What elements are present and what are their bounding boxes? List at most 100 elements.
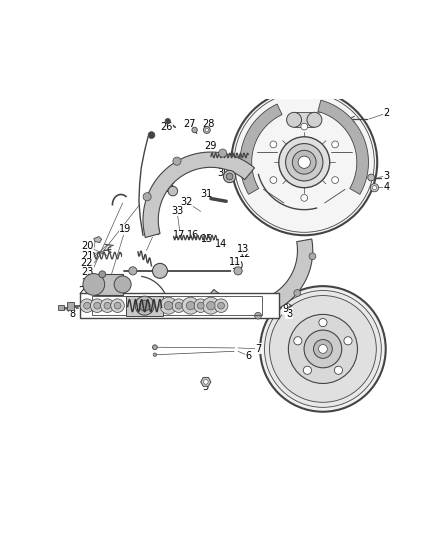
Text: 12: 12	[163, 184, 176, 195]
Circle shape	[309, 253, 316, 260]
Circle shape	[192, 127, 197, 133]
Circle shape	[301, 123, 307, 130]
Circle shape	[372, 185, 377, 190]
Circle shape	[223, 171, 236, 183]
Text: 8: 8	[286, 309, 292, 319]
Circle shape	[83, 273, 105, 295]
Circle shape	[265, 290, 381, 407]
Circle shape	[318, 344, 327, 353]
Circle shape	[371, 184, 378, 192]
Circle shape	[114, 276, 131, 293]
Circle shape	[269, 296, 376, 402]
Circle shape	[294, 289, 300, 296]
Circle shape	[202, 297, 219, 314]
Circle shape	[304, 366, 311, 374]
Polygon shape	[201, 377, 211, 386]
Circle shape	[139, 300, 150, 311]
Text: 32: 32	[180, 197, 193, 207]
Circle shape	[168, 187, 178, 196]
Text: 29: 29	[205, 141, 217, 151]
Polygon shape	[94, 237, 102, 243]
Circle shape	[301, 195, 307, 201]
Circle shape	[294, 337, 302, 345]
Circle shape	[254, 312, 261, 319]
Circle shape	[207, 302, 215, 310]
Text: 17: 17	[173, 230, 185, 240]
Bar	[294, 112, 314, 127]
Text: 4: 4	[384, 182, 390, 192]
Circle shape	[270, 141, 277, 148]
Text: 25: 25	[78, 286, 91, 296]
Circle shape	[286, 112, 301, 127]
Circle shape	[344, 337, 352, 345]
Circle shape	[270, 176, 277, 183]
Circle shape	[80, 299, 94, 312]
Circle shape	[298, 156, 311, 168]
Circle shape	[94, 302, 101, 309]
Circle shape	[231, 89, 377, 235]
Text: 16: 16	[187, 230, 199, 240]
Text: 12: 12	[239, 249, 252, 259]
Circle shape	[279, 137, 330, 188]
Circle shape	[205, 128, 208, 132]
Circle shape	[203, 127, 210, 133]
Circle shape	[368, 174, 374, 181]
Circle shape	[332, 141, 339, 148]
Circle shape	[173, 157, 181, 165]
Text: 10: 10	[232, 262, 244, 271]
Text: 23: 23	[81, 267, 93, 277]
Text: 7: 7	[255, 344, 261, 354]
Text: 3: 3	[384, 171, 390, 181]
Bar	[92, 296, 262, 315]
Circle shape	[148, 132, 155, 139]
Polygon shape	[240, 104, 282, 195]
Text: 20: 20	[81, 241, 93, 251]
Circle shape	[160, 297, 177, 314]
Circle shape	[111, 299, 124, 312]
Text: 6: 6	[245, 351, 251, 361]
Circle shape	[182, 297, 199, 314]
Text: 21: 21	[81, 251, 93, 261]
Bar	[94, 274, 123, 295]
Circle shape	[304, 330, 342, 368]
Circle shape	[314, 340, 332, 358]
Circle shape	[175, 302, 182, 309]
Polygon shape	[318, 100, 368, 195]
Text: 8: 8	[69, 309, 75, 319]
Text: 22: 22	[81, 258, 93, 268]
Circle shape	[214, 299, 228, 312]
Circle shape	[104, 302, 111, 309]
Text: 1: 1	[328, 106, 335, 115]
Circle shape	[203, 379, 208, 384]
Circle shape	[332, 176, 339, 183]
Circle shape	[319, 319, 327, 327]
Text: 9: 9	[283, 304, 289, 314]
Text: 14: 14	[215, 239, 227, 249]
Circle shape	[129, 267, 137, 275]
Text: 27: 27	[184, 119, 196, 129]
Text: 15: 15	[201, 235, 214, 244]
Circle shape	[197, 302, 204, 309]
Circle shape	[288, 314, 357, 383]
Text: 18: 18	[149, 227, 161, 237]
Text: 33: 33	[171, 206, 183, 216]
Circle shape	[84, 302, 90, 309]
Bar	[58, 305, 64, 310]
Text: 30: 30	[218, 168, 230, 179]
Circle shape	[194, 299, 208, 312]
Circle shape	[226, 173, 233, 180]
Polygon shape	[143, 152, 254, 238]
Text: 26: 26	[160, 122, 172, 132]
Text: 24: 24	[81, 278, 93, 288]
Text: 28: 28	[202, 119, 214, 129]
Text: 2: 2	[384, 108, 390, 118]
Circle shape	[90, 299, 104, 312]
Circle shape	[286, 143, 323, 181]
Circle shape	[307, 112, 322, 127]
Circle shape	[164, 302, 173, 310]
Text: 31: 31	[201, 189, 213, 199]
Text: 5: 5	[203, 382, 209, 392]
Circle shape	[153, 353, 156, 357]
Circle shape	[260, 286, 386, 411]
Text: 13: 13	[237, 244, 249, 254]
